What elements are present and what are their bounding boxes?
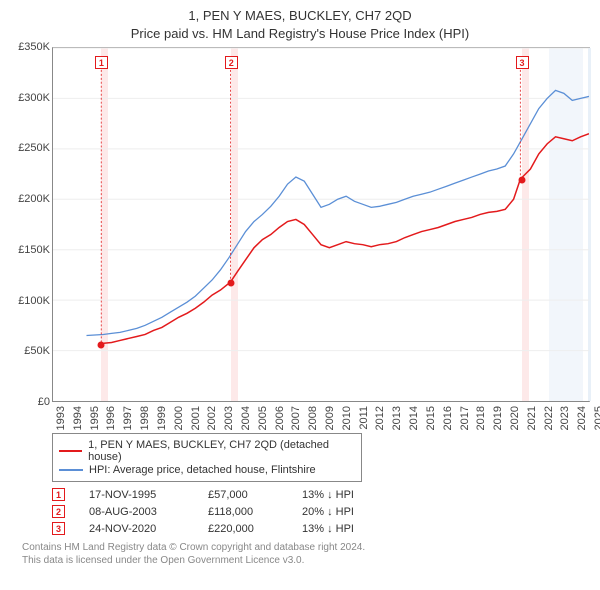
x-tick-label: 2003 [223, 406, 235, 430]
sales-row-date: 08-AUG-2003 [89, 506, 184, 518]
x-tick-label: 2016 [442, 406, 454, 430]
sales-row-diff: 13% ↓ HPI [302, 489, 382, 501]
x-tick-label: 2002 [206, 406, 218, 430]
x-tick-label: 2005 [257, 406, 269, 430]
x-tick-label: 2021 [526, 406, 538, 430]
x-tick-label: 1997 [122, 406, 134, 430]
sales-row: 1 17-NOV-1995 £57,000 13% ↓ HPI [52, 488, 590, 501]
x-tick-label: 2019 [492, 406, 504, 430]
series-line [86, 90, 589, 335]
legend-row: 1, PEN Y MAES, BUCKLEY, CH7 2QD (detache… [59, 439, 355, 463]
y-tick-label: £150K [18, 244, 50, 256]
title-block: 1, PEN Y MAES, BUCKLEY, CH7 2QD Price pa… [10, 8, 590, 41]
x-tick-label: 2000 [173, 406, 185, 430]
x-axis: 1993 1994 1995 1996 1997 1998 1999 2000 2001 2002… [52, 402, 590, 427]
sales-row-date: 24-NOV-2020 [89, 523, 184, 535]
x-tick-label: 2024 [576, 406, 588, 430]
sales-row-price: £118,000 [208, 506, 278, 518]
y-tick-label: £300K [18, 92, 50, 104]
sales-row-date: 17-NOV-1995 [89, 489, 184, 501]
x-tick-label: 1994 [72, 406, 84, 430]
x-tick-label: 2022 [543, 406, 555, 430]
sales-row-diff: 13% ↓ HPI [302, 523, 382, 535]
x-tick-label: 1996 [105, 406, 117, 430]
x-tick-label: 2023 [559, 406, 571, 430]
x-tick-label: 2001 [190, 406, 202, 430]
footer-line1: Contains HM Land Registry data © Crown c… [22, 541, 590, 554]
sale-marker-point [228, 280, 235, 287]
x-tick-label: 2009 [324, 406, 336, 430]
sale-marker-point [519, 176, 526, 183]
x-tick-label: 2014 [408, 406, 420, 430]
x-tick-label: 1995 [89, 406, 101, 430]
y-tick-label: £0 [38, 396, 50, 408]
footer: Contains HM Land Registry data © Crown c… [22, 541, 590, 567]
chart-subtitle: Price paid vs. HM Land Registry's House … [10, 26, 590, 41]
shaded-band [522, 48, 529, 401]
legend-swatch [59, 450, 82, 452]
series-line [101, 134, 589, 344]
sale-marker-box: 1 [95, 56, 108, 69]
x-tick-label: 2017 [459, 406, 471, 430]
sales-row-price: £57,000 [208, 489, 278, 501]
sales-row-marker: 2 [52, 505, 65, 518]
y-tick-label: £50K [24, 345, 50, 357]
legend-row: HPI: Average price, detached house, Flin… [59, 464, 355, 476]
x-tick-label: 2012 [374, 406, 386, 430]
legend-label: HPI: Average price, detached house, Flin… [89, 464, 316, 476]
x-tick-label: 2018 [475, 406, 487, 430]
legend-label: 1, PEN Y MAES, BUCKLEY, CH7 2QD (detache… [88, 439, 355, 463]
sale-marker-box: 2 [225, 56, 238, 69]
sale-marker-point [98, 342, 105, 349]
legend: 1, PEN Y MAES, BUCKLEY, CH7 2QD (detache… [52, 433, 362, 482]
shaded-band [231, 48, 238, 401]
sale-marker-box: 3 [516, 56, 529, 69]
chart-area: £0£50K£100K£150K£200K£250K£300K£350K 123… [10, 47, 590, 427]
chart-title: 1, PEN Y MAES, BUCKLEY, CH7 2QD [10, 8, 590, 23]
sales-row: 2 08-AUG-2003 £118,000 20% ↓ HPI [52, 505, 590, 518]
x-tick-label: 2015 [425, 406, 437, 430]
y-tick-label: £250K [18, 142, 50, 154]
sales-row-price: £220,000 [208, 523, 278, 535]
x-tick-label: 2004 [240, 406, 252, 430]
y-axis: £0£50K£100K£150K£200K£250K£300K£350K [10, 47, 52, 402]
x-tick-label: 2013 [391, 406, 403, 430]
sales-row-marker: 1 [52, 488, 65, 501]
x-tick-label: 2010 [341, 406, 353, 430]
legend-swatch [59, 469, 83, 471]
footer-line2: This data is licensed under the Open Gov… [22, 554, 590, 567]
y-tick-label: £200K [18, 193, 50, 205]
x-tick-label: 1993 [55, 406, 67, 430]
shaded-band [588, 48, 591, 401]
x-tick-label: 2007 [290, 406, 302, 430]
sales-row: 3 24-NOV-2020 £220,000 13% ↓ HPI [52, 522, 590, 535]
x-tick-label: 1999 [156, 406, 168, 430]
y-tick-label: £350K [18, 41, 50, 53]
plot-region: 1 2 3 [52, 47, 590, 402]
sales-row-diff: 20% ↓ HPI [302, 506, 382, 518]
sales-table: 1 17-NOV-1995 £57,000 13% ↓ HPI 2 08-AUG-2003… [52, 488, 590, 535]
x-tick-label: 1998 [139, 406, 151, 430]
y-tick-label: £100K [18, 295, 50, 307]
sales-row-marker: 3 [52, 522, 65, 535]
x-tick-label: 2025 [593, 406, 600, 430]
chart-container: 1, PEN Y MAES, BUCKLEY, CH7 2QD Price pa… [0, 0, 600, 573]
x-tick-label: 2008 [307, 406, 319, 430]
shaded-band [549, 48, 583, 401]
x-tick-label: 2006 [274, 406, 286, 430]
x-tick-label: 2020 [509, 406, 521, 430]
x-tick-label: 2011 [358, 406, 370, 430]
line-canvas [53, 48, 589, 401]
